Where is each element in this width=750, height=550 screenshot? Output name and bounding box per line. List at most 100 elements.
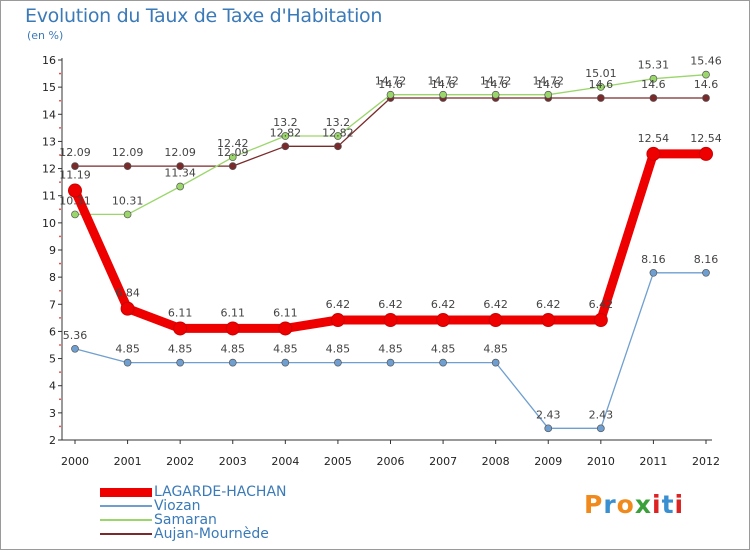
- y-tick-label: 11: [42, 190, 56, 203]
- x-tick-label: 2009: [534, 455, 562, 468]
- series-point: [334, 132, 342, 140]
- y-minor-tick: [59, 262, 61, 265]
- data-label: 6.42: [326, 298, 351, 311]
- y-tick-label: 13: [42, 135, 56, 148]
- logo-letter: r: [603, 490, 617, 519]
- y-tick-label: 5: [49, 353, 56, 366]
- series-point: [439, 90, 447, 99]
- data-label: 6.42: [431, 298, 456, 311]
- data-label: 12.82: [322, 126, 354, 139]
- legend-item: Viozan: [100, 499, 360, 513]
- data-label: 5.36: [63, 329, 88, 342]
- series-point: [334, 142, 342, 151]
- series-point: [439, 358, 447, 367]
- series-point: [488, 313, 503, 328]
- series-point: [544, 424, 553, 433]
- series-point: [120, 301, 135, 316]
- y-minor-tick: [59, 289, 61, 292]
- legend-item: LAGARDE-HACHAN: [100, 485, 360, 499]
- series-point: [228, 358, 237, 367]
- series-point: [649, 74, 658, 83]
- x-tick-label: 2011: [639, 455, 667, 468]
- series-point: [176, 182, 185, 191]
- y-minor-tick: [59, 99, 61, 102]
- series-point: [383, 313, 398, 328]
- legend-swatch: [100, 533, 152, 535]
- data-label: 4.85: [221, 343, 246, 356]
- y-unit-label: (en %): [27, 29, 64, 42]
- data-label: 14.72: [533, 75, 565, 88]
- series-point: [281, 132, 290, 140]
- data-label: 14.6: [378, 78, 403, 91]
- legend-item: Samaran: [100, 513, 360, 527]
- y-tick-label: 15: [42, 81, 56, 94]
- data-label: 11.19: [59, 169, 91, 182]
- y-minor-tick: [59, 398, 61, 401]
- x-tick-label: 2001: [114, 455, 142, 468]
- x-tick-label: 2008: [482, 455, 510, 468]
- data-label: 14.6: [431, 78, 456, 91]
- series-point: [491, 358, 500, 367]
- data-label: 6.42: [536, 298, 561, 311]
- y-tick-label: 7: [49, 298, 56, 311]
- logo-letter: i: [652, 490, 662, 519]
- logo-letter: P: [584, 490, 604, 519]
- y-tick-label: 12: [42, 163, 56, 176]
- data-label: 6.42: [378, 298, 403, 311]
- series-point: [71, 162, 79, 170]
- x-tick-label: 2005: [324, 455, 352, 468]
- data-label: 8.16: [694, 253, 719, 266]
- data-label: 12.09: [59, 146, 91, 159]
- y-minor-tick: [59, 344, 61, 346]
- y-minor-tick: [59, 208, 61, 211]
- data-label: 4.85: [115, 343, 140, 356]
- x-tick-label: 2003: [219, 455, 247, 468]
- data-label: 4.85: [378, 343, 403, 356]
- y-tick-label: 6: [49, 325, 56, 338]
- y-tick-label: 8: [49, 271, 56, 284]
- logo-letter: t: [661, 490, 675, 519]
- y-minor-tick: [59, 425, 61, 428]
- y-minor-tick: [59, 126, 61, 129]
- series-point: [278, 321, 293, 336]
- data-label: 12.09: [164, 146, 196, 159]
- data-label: 4.85: [483, 343, 508, 356]
- y-tick-label: 10: [42, 217, 56, 230]
- proxiti-logo[interactable]: Proxiti: [584, 490, 684, 519]
- legend: LAGARDE-HACHAN Viozan Samaran Aujan-Mournèd…: [100, 485, 360, 541]
- x-tick-label: 2000: [61, 455, 89, 468]
- series-point: [702, 268, 710, 277]
- data-label: 15.46: [690, 55, 722, 68]
- legend-label: LAGARDE-HACHAN: [154, 484, 287, 500]
- y-minor-tick: [59, 235, 61, 238]
- series-point: [596, 94, 605, 102]
- legend-swatch: [100, 488, 152, 497]
- series-point: [649, 268, 658, 277]
- series-point: [225, 321, 240, 336]
- x-tick-label: 2006: [377, 455, 405, 468]
- y-minor-tick: [59, 316, 61, 319]
- data-label: 6.84: [115, 287, 140, 300]
- y-minor-tick: [59, 72, 61, 75]
- data-label: 4.85: [273, 343, 298, 356]
- y-tick-label: 4: [49, 380, 56, 393]
- data-label: 8.16: [641, 253, 666, 266]
- legend-label: Aujan-Mournède: [154, 526, 269, 542]
- legend-swatch: [100, 505, 152, 507]
- series-point: [649, 94, 658, 102]
- series-point: [173, 321, 188, 336]
- y-tick-label: 2: [49, 434, 56, 447]
- series-point: [593, 313, 608, 328]
- legend-item: Aujan-Mournède: [100, 527, 360, 541]
- data-label: 15.01: [585, 67, 617, 80]
- series-point: [702, 70, 710, 79]
- x-tick-label: 2012: [692, 455, 720, 468]
- series-point: [71, 210, 79, 219]
- data-label: 12.82: [270, 126, 302, 139]
- data-label: 11.34: [164, 166, 196, 179]
- series-point: [176, 162, 185, 170]
- data-label: 15.31: [638, 59, 670, 72]
- data-label: 6.42: [589, 298, 614, 311]
- y-tick-label: 3: [49, 407, 56, 420]
- x-tick-label: 2002: [166, 455, 194, 468]
